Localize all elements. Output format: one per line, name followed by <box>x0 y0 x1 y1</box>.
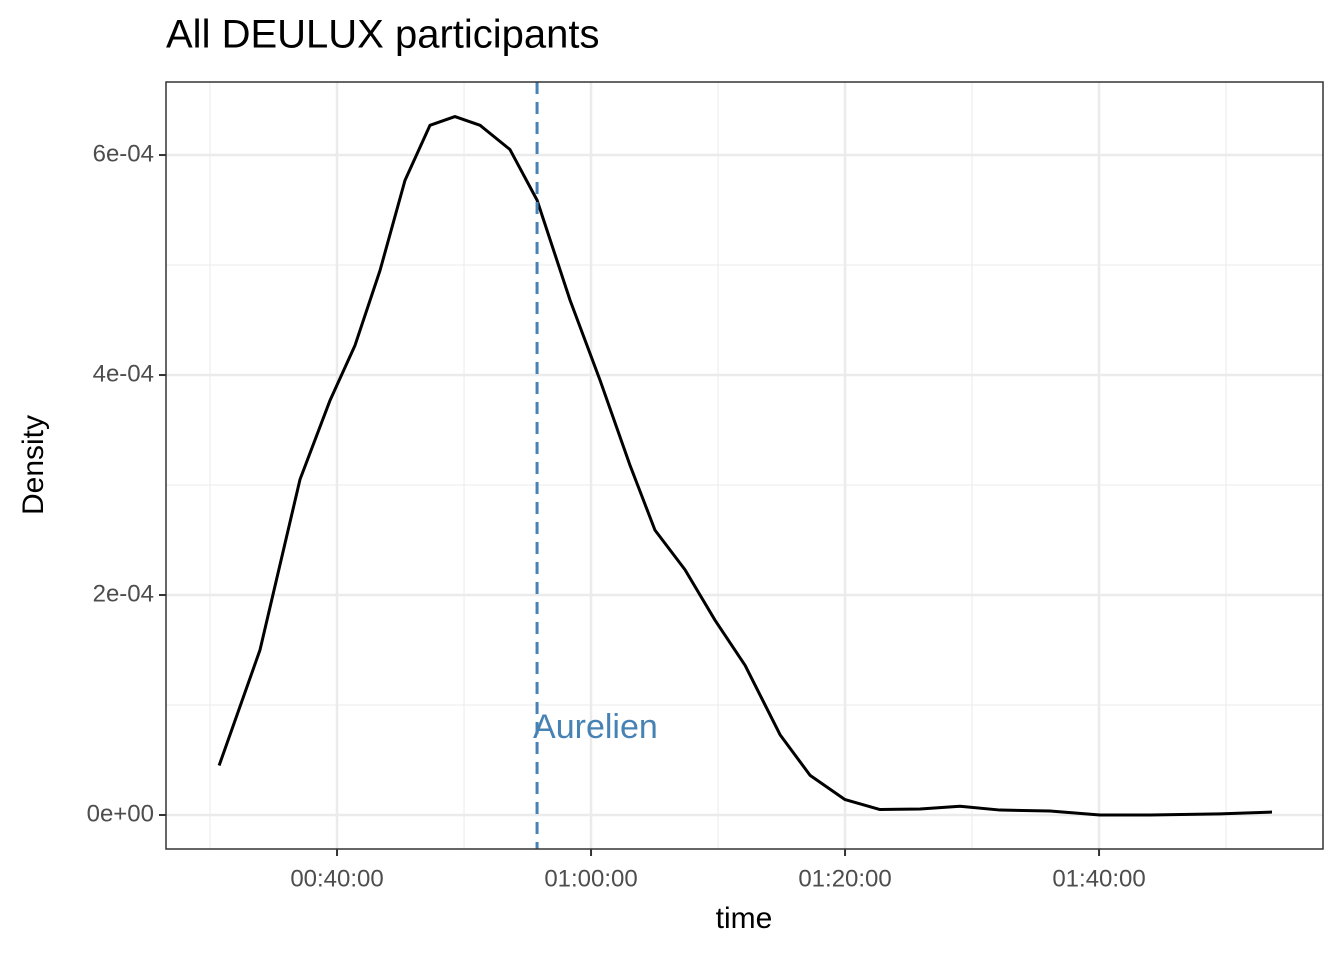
x-tick-label: 01:00:00 <box>544 865 637 892</box>
y-axis-title: Density <box>17 415 50 515</box>
x-axis-title: time <box>716 902 773 935</box>
y-tick-label: 0e+00 <box>87 800 154 827</box>
x-tick-label: 01:20:00 <box>798 865 891 892</box>
reference-label: Aurelien <box>533 708 658 746</box>
density-line <box>217 115 1273 817</box>
x-tick-label: 00:40:00 <box>290 865 383 892</box>
y-tick-label: 2e-04 <box>93 580 154 607</box>
panel-background <box>166 82 1323 849</box>
y-tick-label: 4e-04 <box>93 360 154 387</box>
panel-border <box>165 81 1324 850</box>
x-tick-label: 01:40:00 <box>1052 865 1145 892</box>
y-tick-label: 6e-04 <box>93 140 154 167</box>
chart-title: All DEULUX participants <box>166 13 600 57</box>
